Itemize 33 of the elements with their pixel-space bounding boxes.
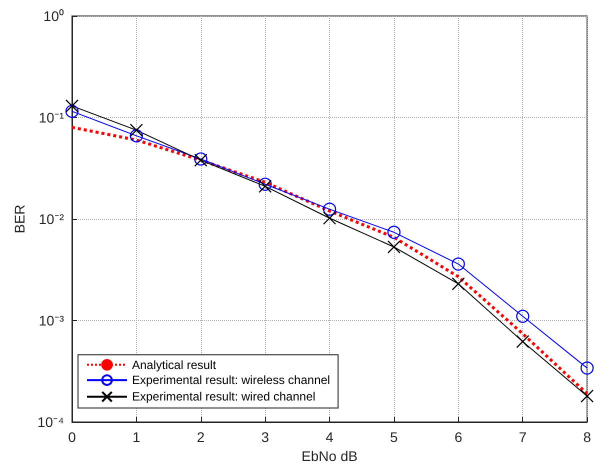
x-tick-label: 7 <box>518 429 527 445</box>
point <box>516 310 530 323</box>
y-axis-title: BER <box>12 204 28 234</box>
point <box>322 202 336 216</box>
point <box>65 99 79 113</box>
legend-label: Experimental result: wired channel <box>132 390 316 404</box>
x-tick-label: 1 <box>132 429 140 445</box>
point <box>580 361 594 375</box>
x-axis-title: EbNo dB <box>302 448 358 464</box>
point <box>130 129 143 142</box>
point <box>387 240 401 254</box>
y-tick-label: 10⁻¹ <box>38 110 64 126</box>
x-tick-label: 6 <box>454 429 462 445</box>
x-tick-label: 0 <box>68 429 76 445</box>
y-tick-label: 10⁻³ <box>38 312 64 328</box>
x-tick-label: 8 <box>583 429 592 445</box>
point <box>452 277 465 290</box>
point <box>130 124 143 137</box>
point <box>65 104 79 118</box>
x-tick-label: 5 <box>390 429 398 445</box>
x-tick-label: 4 <box>326 429 334 445</box>
y-tick-label: 10⁰ <box>43 8 64 24</box>
point <box>516 334 530 348</box>
legend-label: Experimental result: wireless channel <box>132 373 330 388</box>
point <box>387 226 401 239</box>
legend-label: Analytical result <box>132 358 217 372</box>
point <box>322 212 336 225</box>
point <box>580 389 594 403</box>
y-tick-label: 10⁻² <box>38 211 64 227</box>
point <box>452 257 465 271</box>
x-tick-label: 2 <box>196 429 205 445</box>
y-tick-label: 10⁻⁴ <box>37 414 64 430</box>
x-tick-label: 3 <box>261 429 270 445</box>
